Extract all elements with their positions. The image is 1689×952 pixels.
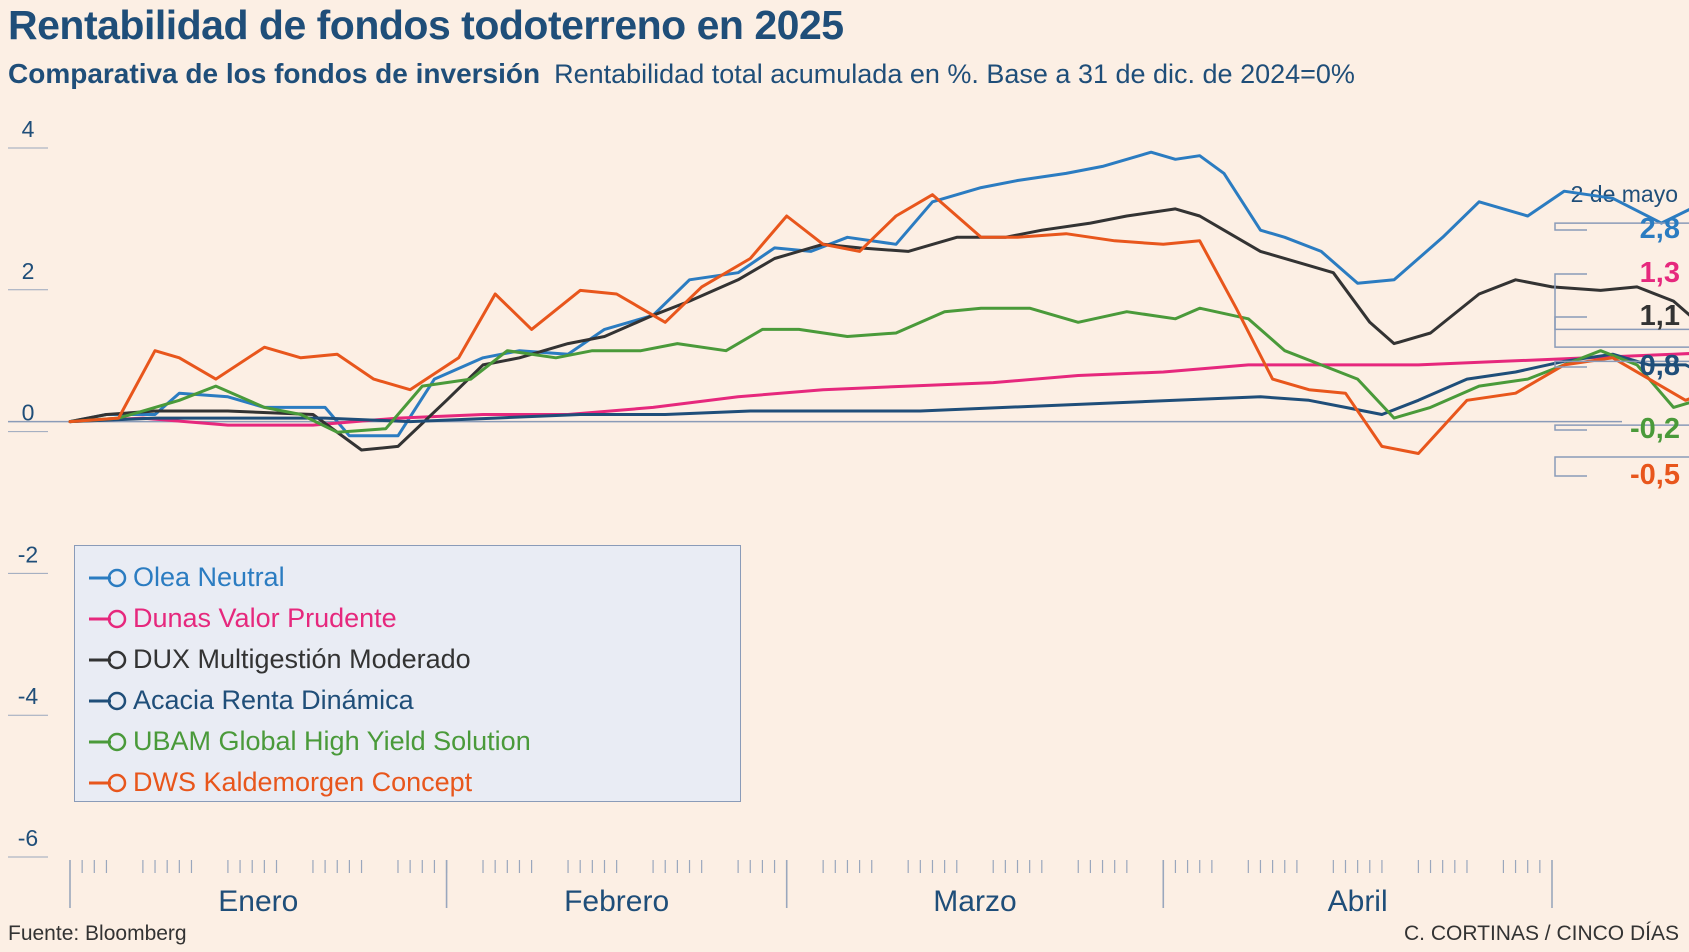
legend-label: Acacia Renta Dinámica	[133, 685, 414, 715]
end-value-label: 0,8	[1640, 350, 1680, 382]
legend-item: Olea Neutral	[75, 557, 740, 598]
x-month-label: Abril	[1328, 885, 1388, 918]
legend-label: DUX Multigestión Moderado	[133, 644, 471, 674]
legend-label: DWS Kaldemorgen Concept	[133, 767, 473, 797]
y-tick-label: -6	[18, 825, 38, 851]
chart-subtitle-bold: Comparativa de los fondos de inversión	[8, 58, 541, 89]
end-connector	[1554, 316, 1689, 348]
x-month-label: Febrero	[564, 885, 669, 918]
legend-swatch-icon	[89, 691, 127, 710]
y-tick-label: 4	[22, 116, 35, 142]
legend-swatch-icon	[89, 568, 127, 587]
y-tick-label: -4	[18, 683, 39, 709]
end-value-label: -0,2	[1630, 413, 1680, 445]
legend-swatch-icon	[89, 609, 127, 628]
legend-item: Acacia Renta Dinámica	[75, 680, 740, 721]
legend-item: UBAM Global High Yield Solution	[75, 721, 740, 762]
series-line-2	[68, 352, 1689, 427]
source-note: Fuente: Bloomberg	[8, 922, 187, 945]
end-value-label: -0,5	[1630, 459, 1680, 491]
end-connector	[1554, 222, 1689, 231]
legend-item: DUX Multigestión Moderado	[75, 639, 740, 680]
legend-label: Dunas Valor Prudente	[133, 603, 397, 633]
legend-label: UBAM Global High Yield Solution	[133, 726, 531, 756]
end-value-label: 1,3	[1640, 257, 1680, 289]
chart-title: Rentabilidad de fondos todoterreno en 20…	[8, 2, 844, 48]
legend: Olea Neutral Dunas Valor Prudente DUX Mult…	[74, 545, 741, 802]
series-line-6	[68, 193, 1689, 455]
end-connector	[1554, 360, 1689, 368]
legend-item: DWS Kaldemorgen Concept	[75, 762, 740, 803]
x-month-label: Enero	[218, 885, 298, 918]
y-tick-label: 2	[22, 258, 35, 284]
legend-label: Olea Neutral	[133, 562, 285, 592]
series-line-5	[68, 306, 1689, 434]
end-connector	[1554, 456, 1689, 477]
legend-swatch-icon	[89, 773, 127, 792]
credit-note: C. CORTINAS / CINCO DÍAS	[1404, 922, 1679, 945]
legend-swatch-icon	[89, 732, 127, 751]
legend-swatch-icon	[89, 650, 127, 669]
end-connector	[1554, 424, 1689, 431]
x-month-label: Marzo	[933, 885, 1016, 918]
end-value-label: 1,1	[1640, 300, 1680, 332]
series-line-1	[68, 150, 1689, 438]
y-tick-label: 0	[22, 400, 35, 426]
series-line-3	[68, 207, 1689, 452]
end-connector	[1554, 273, 1689, 331]
y-tick-label: -2	[18, 541, 38, 567]
legend-item: Dunas Valor Prudente	[75, 598, 740, 639]
end-value-label: 2,8	[1640, 213, 1680, 245]
subtitle-row: Comparativa de los fondos de inversión Re…	[8, 58, 1355, 90]
chart-subtitle: Rentabilidad total acumulada en %. Base …	[554, 59, 1355, 89]
